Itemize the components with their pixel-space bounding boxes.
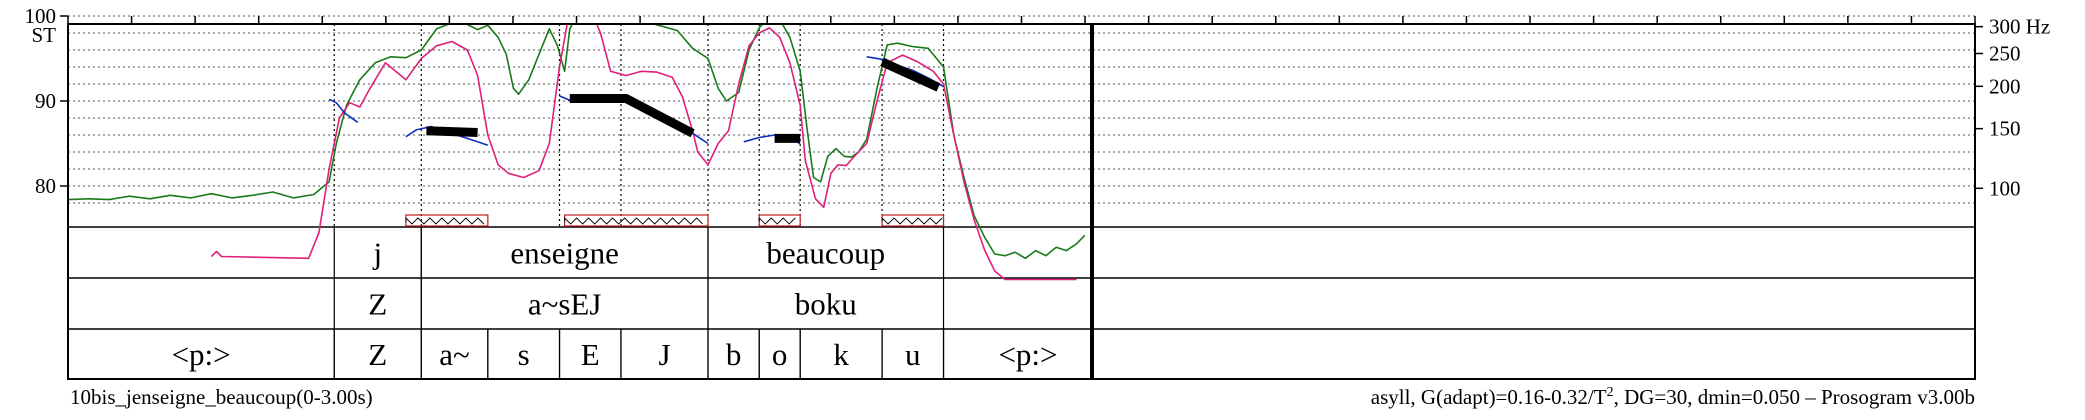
nucleus-zigzag (881, 216, 943, 225)
nucleus-zigzag (758, 216, 796, 225)
tier-label: k (833, 337, 849, 372)
y-tick-label-left: 80 (35, 174, 56, 198)
footer-left-text: 10bis_jenseigne_beaucoup(0-3.00s) (70, 385, 373, 409)
y-tick-label-right: 250 (1989, 41, 2021, 65)
outer-frame (67, 23, 1976, 380)
y-tick-label-left: 90 (35, 89, 56, 113)
tier-label: b (726, 337, 742, 372)
tier-label: Z (368, 337, 387, 372)
tier-label: <p:> (998, 337, 1057, 372)
pitch-series-1 (210, 24, 1077, 281)
tier-label: j (372, 236, 382, 271)
tier-label: enseigne (510, 236, 618, 271)
tier-label: E (581, 337, 600, 372)
pitch-series-0 (68, 24, 1086, 260)
tier-label: a~sEJ (528, 287, 602, 322)
tier-label: boku (795, 287, 857, 322)
y-tick-label-right: 200 (1989, 74, 2021, 98)
tier-label: beaucoup (766, 236, 885, 271)
nucleus-zigzag (564, 216, 703, 225)
syllable-nuclei (405, 214, 945, 227)
stylized-segment-0 (426, 126, 478, 137)
y-tick-label-right: 150 (1989, 117, 2021, 141)
footer-right-text: asyll, G(adapt)=0.16-0.32/T2, DG=30, dmi… (1371, 385, 1975, 409)
tier-label: u (905, 337, 921, 372)
y-tick-label-right: 300 Hz (1989, 15, 2050, 39)
grid-lines (68, 15, 1975, 204)
tier-label: o (772, 337, 788, 372)
stylized-segment-1 (569, 94, 695, 138)
tier-label: Z (368, 287, 387, 322)
tier-label: s (518, 337, 530, 372)
tier-grid (68, 226, 1975, 330)
y-tick-label-right: 100 (1989, 176, 2021, 200)
nucleus-zigzag (405, 216, 485, 225)
tier-label: J (658, 337, 670, 372)
y-tick-label-left: 100 (25, 4, 57, 28)
stylized-segment-3 (880, 57, 941, 92)
stylized-pitch (426, 57, 941, 143)
pitch-series-2 (328, 98, 359, 123)
tier-label: <p:> (172, 337, 231, 372)
plot-frame (67, 23, 1976, 380)
segment-boundaries (333, 24, 945, 379)
y-unit-label: ST (31, 23, 56, 47)
footer: 10bis_jenseigne_beaucoup(0-3.00s) asyll,… (70, 385, 1975, 409)
tier-label: a~ (439, 337, 470, 372)
